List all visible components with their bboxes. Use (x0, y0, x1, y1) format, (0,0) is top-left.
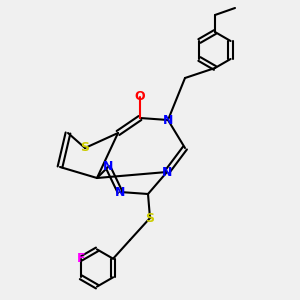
Text: S: S (146, 212, 154, 224)
Text: N: N (115, 185, 125, 199)
Text: N: N (103, 160, 113, 173)
Text: N: N (162, 166, 172, 178)
Text: S: S (80, 142, 89, 154)
Text: N: N (163, 113, 173, 127)
Text: O: O (135, 91, 145, 103)
Text: F: F (76, 252, 85, 265)
